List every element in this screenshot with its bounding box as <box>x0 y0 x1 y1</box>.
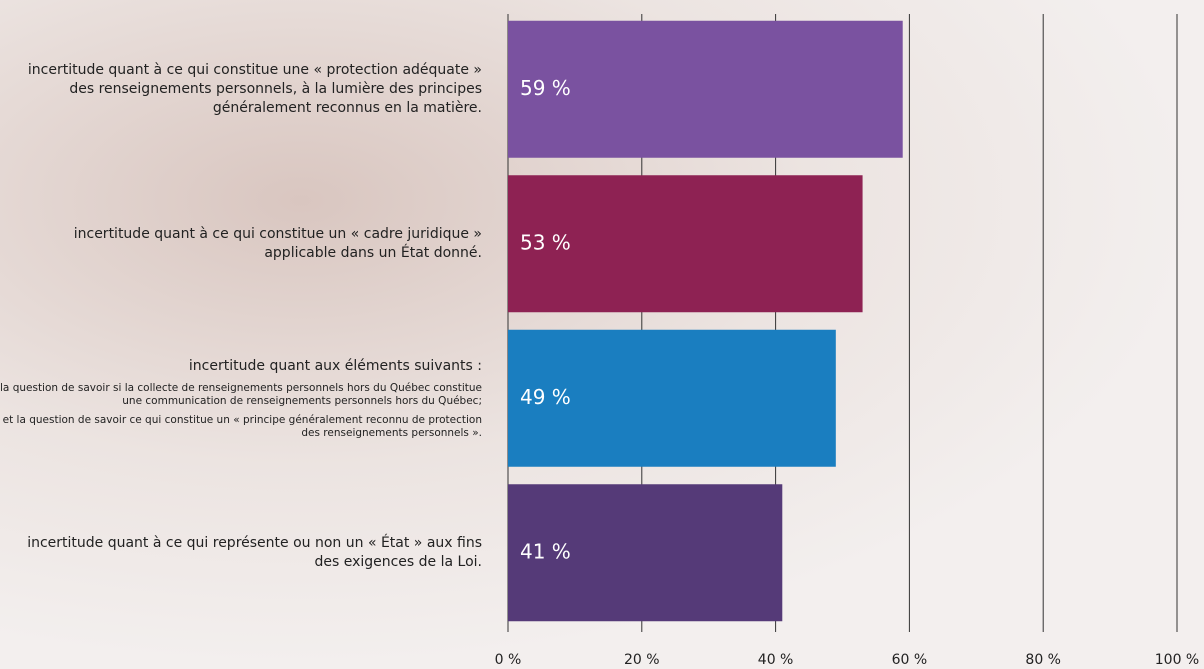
category-label: incertitude quant à ce qui représente ou… <box>0 534 482 572</box>
category-text: incertitude quant à ce qui constitue une… <box>27 61 482 116</box>
category-text: incertitude quant à ce qui constitue un … <box>73 225 482 261</box>
value-label: 49 % <box>520 385 571 409</box>
bar <box>508 484 783 622</box>
value-label: 59 % <box>520 76 571 100</box>
x-tick-label: 0 % <box>495 652 522 668</box>
x-tick-label: 20 % <box>624 652 660 668</box>
category-note: la question de savoir si la collecte de … <box>0 381 483 407</box>
category-label: incertitude quant aux éléments suivants … <box>0 357 482 440</box>
category-text: incertitude quant à ce qui représente ou… <box>27 534 482 570</box>
category-text: incertitude quant aux éléments suivants … <box>188 357 482 374</box>
category-label: incertitude quant à ce qui constitue une… <box>0 61 482 118</box>
bar <box>508 329 836 467</box>
value-label: 53 % <box>520 230 571 254</box>
x-tick-label: 60 % <box>892 652 928 668</box>
category-label: incertitude quant à ce qui constitue un … <box>0 225 482 263</box>
x-tick-label: 80 % <box>1025 652 1061 668</box>
bar <box>508 175 863 313</box>
category-note: et la question de savoir ce qui constitu… <box>2 413 482 439</box>
x-tick-label: 100 % <box>1155 652 1199 668</box>
bar <box>508 20 903 158</box>
value-label: 41 % <box>520 539 571 563</box>
x-tick-label: 40 % <box>758 652 794 668</box>
